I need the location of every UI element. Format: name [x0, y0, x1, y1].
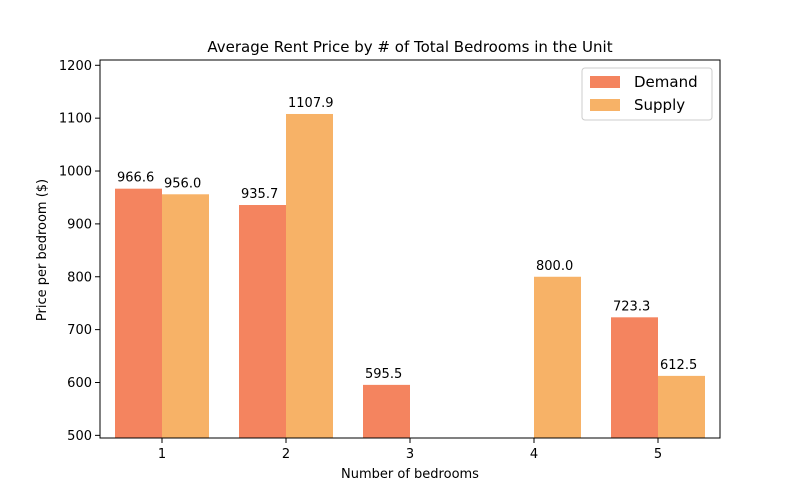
bar-demand-1 [115, 188, 162, 438]
bar-supply-5 [658, 375, 705, 438]
legend-label-supply: Supply [634, 96, 685, 114]
legend-label-demand: Demand [634, 73, 698, 91]
bar-demand-5 [611, 317, 658, 438]
y-tick-label: 500 [67, 429, 92, 444]
data-label-demand-2: 935.7 [241, 187, 278, 202]
x-tick-label: 4 [530, 447, 538, 462]
legend-swatch-supply [590, 99, 620, 111]
bar-supply-4 [534, 276, 581, 438]
y-tick-label: 1000 [59, 165, 92, 180]
data-label-supply-5: 612.5 [660, 358, 697, 373]
data-label-demand-3: 595.5 [365, 367, 402, 382]
legend: Demand Supply [581, 67, 713, 121]
chart-title: Average Rent Price by # of Total Bedroom… [207, 38, 612, 56]
bar-supply-2 [286, 113, 333, 438]
y-axis-label: Price per bedroom ($) [35, 179, 50, 321]
x-tick-label: 2 [282, 447, 290, 462]
data-label-supply-4: 800.0 [536, 259, 573, 274]
y-tick-label: 700 [67, 323, 92, 338]
legend-swatch-demand [590, 76, 620, 88]
y-tick-label: 900 [67, 217, 92, 232]
x-tick-label: 1 [158, 447, 166, 462]
y-tick-label: 1100 [59, 112, 92, 127]
bar-demand-3 [363, 384, 410, 438]
data-label-supply-2: 1107.9 [288, 96, 334, 111]
y-tick-label: 600 [67, 376, 92, 391]
y-tick-label: 800 [67, 270, 92, 285]
plot-area: 966.6 935.7 595.5 723.3 956.0 1107.9 800.0 612.… [59, 59, 721, 462]
bar-demand-2 [239, 205, 286, 438]
data-label-demand-1: 966.6 [117, 171, 154, 186]
data-label-supply-1: 956.0 [164, 176, 201, 191]
bar-supply-1 [162, 194, 209, 438]
y-tick-label: 1200 [59, 59, 92, 74]
x-tick-label: 3 [406, 447, 414, 462]
x-axis-label: Number of bedrooms [341, 467, 479, 482]
data-label-demand-5: 723.3 [613, 299, 650, 314]
x-tick-label: 5 [654, 447, 662, 462]
